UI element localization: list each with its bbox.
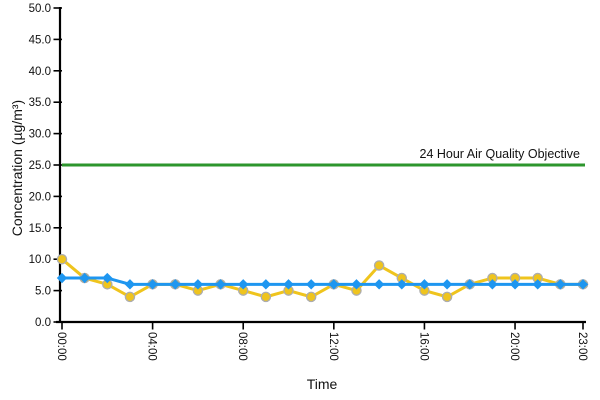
x-tick-label: 00:00 [55, 332, 67, 361]
x-tick-label: 20:00 [508, 332, 520, 361]
y-tick-label: 50.0 [29, 3, 51, 15]
blue-series-marker [419, 279, 430, 290]
blue-series-marker [102, 272, 113, 284]
yellow-series-marker [124, 291, 136, 303]
blue-series-marker [487, 279, 498, 290]
x-tick-label: 12:00 [327, 332, 339, 361]
yellow-series [56, 253, 589, 303]
blue-series-marker [79, 272, 90, 284]
blue-series-marker [305, 279, 317, 290]
blue-series [56, 272, 589, 290]
blue-series-marker [328, 279, 340, 290]
blue-series-marker [124, 279, 136, 290]
y-tick-label: 40.0 [29, 66, 51, 78]
blue-series-marker [260, 279, 272, 290]
yellow-series-marker [56, 253, 68, 265]
y-tick-label: 25.0 [29, 160, 51, 172]
y-tick-label: 35.0 [29, 97, 51, 109]
blue-series-marker [464, 279, 475, 290]
blue-series-marker [283, 279, 294, 290]
blue-series-marker [555, 279, 566, 290]
yellow-series-marker [441, 291, 453, 303]
y-axis-ticks: 0.0 5.0 10.0 15.0 20.0 25.0 30.0 35.0 40.0 45.0 50… [29, 3, 62, 329]
blue-series-marker [147, 279, 158, 290]
blue-series-marker [373, 279, 385, 290]
y-tick-label: 5.0 [35, 286, 51, 298]
yellow-series-marker [260, 291, 272, 303]
blue-series-marker [192, 279, 204, 290]
x-axis-title: Time [306, 376, 338, 392]
y-tick-label: 0.0 [35, 317, 51, 329]
y-tick-label: 45.0 [29, 34, 51, 46]
blue-series-marker [577, 279, 589, 290]
x-tick-label: 16:00 [417, 332, 429, 361]
y-tick-label: 20.0 [29, 191, 51, 203]
y-tick-label: 30.0 [29, 129, 51, 141]
blue-series-marker [532, 279, 543, 290]
x-tick-label: 04:00 [146, 332, 158, 361]
y-tick-label: 15.0 [29, 223, 51, 235]
x-tick-label: 23:00 [576, 332, 588, 361]
blue-series-marker [56, 272, 68, 284]
blue-series-marker [509, 279, 521, 290]
blue-series-marker [238, 279, 249, 290]
yellow-series-marker [305, 291, 317, 303]
x-axis-ticks: 00:00 04:00 08:00 12:00 16:00 20:00 23:00 [55, 322, 588, 361]
blue-series-marker [441, 279, 453, 290]
blue-series-marker [215, 279, 226, 290]
yellow-series-marker [373, 260, 385, 271]
blue-series-marker [170, 279, 181, 290]
blue-series-marker [396, 279, 407, 290]
blue-series-marker [351, 279, 362, 290]
x-tick-label: 08:00 [236, 332, 248, 361]
y-axis-title: Concentration (µg/m³) [9, 99, 25, 237]
y-tick-label: 10.0 [29, 254, 51, 266]
objective-line-label: 24 Hour Air Quality Objective [419, 147, 581, 161]
